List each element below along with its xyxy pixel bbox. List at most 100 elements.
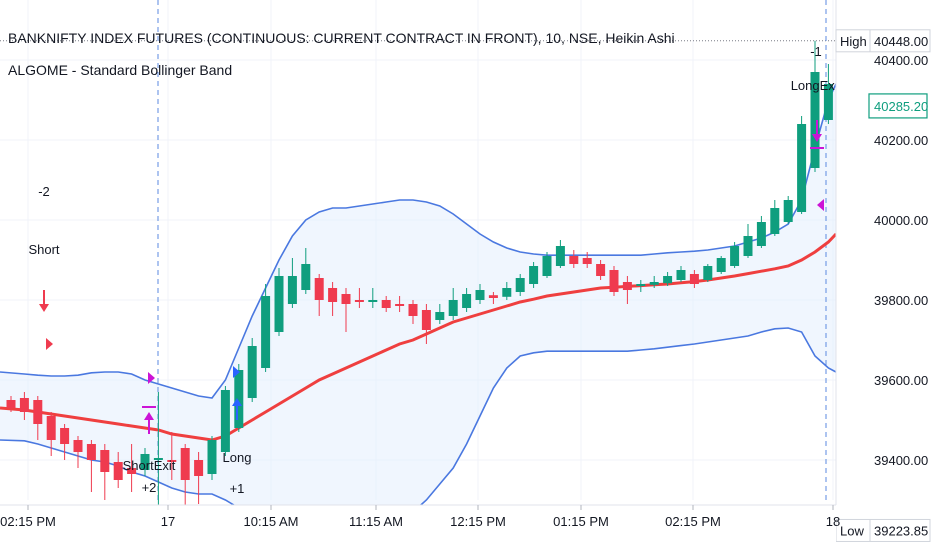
candle-body xyxy=(220,390,230,452)
time-tick-label: 17 xyxy=(161,514,175,529)
candle xyxy=(730,242,740,268)
candle xyxy=(261,284,271,372)
time-tick-label: 02:15 PM xyxy=(665,514,721,529)
candle-body xyxy=(421,310,431,330)
short-exit-qty: +2 xyxy=(142,480,157,495)
candle xyxy=(33,396,43,440)
candle xyxy=(743,224,753,258)
candle-body xyxy=(488,295,498,298)
candle xyxy=(783,196,793,224)
candle-body xyxy=(368,300,378,302)
candle-body xyxy=(167,460,177,462)
candle-body xyxy=(314,278,324,300)
candle xyxy=(823,64,833,124)
lower-band-line xyxy=(0,327,837,535)
long-exit-label: LongExit xyxy=(791,78,842,93)
low-label: Low xyxy=(840,523,864,538)
candle-body xyxy=(261,296,271,368)
short-signal-arrow-icon xyxy=(39,290,49,312)
candle xyxy=(73,436,83,468)
candle xyxy=(462,288,472,312)
candle xyxy=(676,266,686,282)
candle-body xyxy=(180,448,190,480)
candle xyxy=(354,288,364,308)
high-label: High xyxy=(840,34,867,49)
candle-body xyxy=(462,294,472,308)
candle xyxy=(46,412,56,456)
candle xyxy=(381,296,391,312)
indicator-title[interactable]: ALGOME - Standard Bollinger Band xyxy=(8,62,233,78)
long-label: Long xyxy=(223,450,252,465)
candle xyxy=(529,262,539,288)
short-exit-arrow-icon xyxy=(144,412,154,434)
arrow-head xyxy=(812,134,822,142)
time-axis-bg xyxy=(0,505,836,550)
candle xyxy=(234,364,244,432)
candle-body xyxy=(73,440,83,452)
candle xyxy=(194,452,204,504)
price-tick-label: 39600.00 xyxy=(874,373,928,388)
candle-body xyxy=(140,454,150,470)
arrow-head xyxy=(232,398,242,406)
candle-body xyxy=(234,370,244,428)
candle-body xyxy=(797,124,807,212)
symbol-title[interactable]: BANKNIFTY INDEX FUTURES (CONTINUOUS: CUR… xyxy=(8,30,675,46)
time-tick-label: 10:15 AM xyxy=(244,514,299,529)
time-tick-label: 01:15 PM xyxy=(553,514,609,529)
candle-body xyxy=(609,270,619,292)
price-tick-label: 40000.00 xyxy=(874,213,928,228)
candle-body xyxy=(448,300,458,316)
candle-body xyxy=(649,282,659,285)
candle xyxy=(663,272,673,286)
candle xyxy=(247,338,257,402)
arrow-head xyxy=(144,412,154,420)
candle-body xyxy=(86,444,96,460)
candle xyxy=(341,288,351,332)
candle-body xyxy=(810,72,820,168)
candle-body xyxy=(6,400,16,408)
candle xyxy=(368,288,378,308)
high-badge xyxy=(835,29,931,53)
candle xyxy=(716,256,726,274)
candle-body xyxy=(194,460,204,476)
candle-body xyxy=(100,450,110,472)
candle xyxy=(19,392,29,420)
candle-body xyxy=(703,266,713,280)
candle xyxy=(287,258,297,308)
candle-body xyxy=(582,258,592,264)
time-tick-label: 12:15 PM xyxy=(450,514,506,529)
candle xyxy=(756,216,766,248)
candle xyxy=(60,424,70,460)
candle xyxy=(328,282,338,316)
candle-body xyxy=(542,256,552,276)
candle-body xyxy=(596,264,606,276)
candle-body xyxy=(716,258,726,272)
candle xyxy=(475,284,485,304)
candle-body xyxy=(435,312,445,320)
candle xyxy=(140,448,150,476)
candle xyxy=(395,296,405,312)
candle xyxy=(515,274,525,296)
long-qty: +1 xyxy=(230,481,245,496)
last-price-badge xyxy=(868,93,928,119)
candle-body xyxy=(529,266,539,284)
candle-body xyxy=(153,458,163,460)
long-signal-arrow-icon xyxy=(232,398,242,420)
candle-body xyxy=(395,304,405,306)
candle xyxy=(622,276,632,304)
candle xyxy=(689,270,699,288)
candle-body xyxy=(381,300,391,308)
long-exit-arrow-icon xyxy=(812,120,822,142)
band-area xyxy=(0,84,836,534)
candle-body xyxy=(823,84,833,120)
candle-body xyxy=(475,290,485,300)
candle-body xyxy=(676,270,686,280)
long-entry-triangle-icon xyxy=(233,366,240,378)
price-tick-label: 40200.00 xyxy=(874,133,928,148)
price-tick-label: 39400.00 xyxy=(874,453,928,468)
long-exit-qty: -1 xyxy=(810,44,822,59)
candle xyxy=(810,40,820,172)
short-exit-triangle-icon xyxy=(148,372,155,384)
